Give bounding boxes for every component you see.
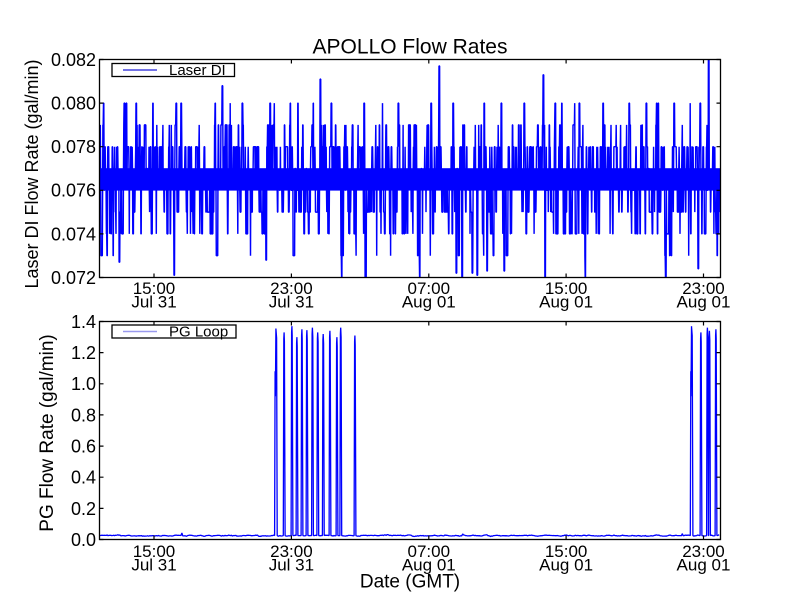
svg-text:23:00: 23:00	[270, 279, 313, 298]
svg-text:07:00: 07:00	[408, 542, 451, 561]
svg-text:Jul 31: Jul 31	[131, 293, 176, 312]
svg-text:Aug 01: Aug 01	[677, 556, 731, 575]
svg-text:1.4: 1.4	[71, 312, 96, 332]
svg-text:07:00: 07:00	[408, 279, 451, 298]
svg-text:Jul 31: Jul 31	[269, 293, 314, 312]
svg-text:15:00: 15:00	[133, 279, 176, 298]
svg-text:PG Loop: PG Loop	[169, 324, 228, 341]
svg-text:0.080: 0.080	[51, 94, 96, 114]
svg-text:23:00: 23:00	[682, 542, 725, 561]
svg-text:0.074: 0.074	[51, 224, 96, 244]
svg-text:Aug 01: Aug 01	[402, 293, 456, 312]
svg-text:0.2: 0.2	[71, 499, 96, 519]
svg-text:0.082: 0.082	[51, 50, 96, 70]
svg-text:1.0: 1.0	[71, 374, 96, 394]
svg-text:Jul 31: Jul 31	[269, 556, 314, 575]
svg-text:23:00: 23:00	[270, 542, 313, 561]
svg-text:Date (GMT): Date (GMT)	[360, 572, 460, 593]
svg-text:Laser DI: Laser DI	[169, 62, 226, 79]
svg-text:Aug 01: Aug 01	[539, 556, 593, 575]
svg-text:15:00: 15:00	[133, 542, 176, 561]
svg-text:Aug 01: Aug 01	[402, 556, 456, 575]
svg-text:0.4: 0.4	[71, 468, 96, 488]
svg-text:0.6: 0.6	[71, 437, 96, 457]
svg-text:0.072: 0.072	[51, 268, 96, 288]
svg-text:Aug 01: Aug 01	[539, 293, 593, 312]
svg-text:15:00: 15:00	[545, 279, 588, 298]
svg-text:0.078: 0.078	[51, 137, 96, 157]
svg-text:0.0: 0.0	[71, 530, 96, 550]
svg-text:0.8: 0.8	[71, 405, 96, 425]
svg-text:15:00: 15:00	[545, 542, 588, 561]
svg-text:0.076: 0.076	[51, 181, 96, 201]
svg-text:1.2: 1.2	[71, 343, 96, 363]
svg-text:23:00: 23:00	[682, 279, 725, 298]
svg-text:APOLLO Flow Rates: APOLLO Flow Rates	[313, 36, 508, 59]
svg-text:Jul 31: Jul 31	[131, 556, 176, 575]
svg-text:Aug 01: Aug 01	[677, 293, 731, 312]
svg-text:Laser DI Flow Rate (gal/min): Laser DI Flow Rate (gal/min)	[22, 59, 42, 288]
svg-text:PG Flow Rate (gal/min): PG Flow Rate (gal/min)	[37, 334, 58, 531]
